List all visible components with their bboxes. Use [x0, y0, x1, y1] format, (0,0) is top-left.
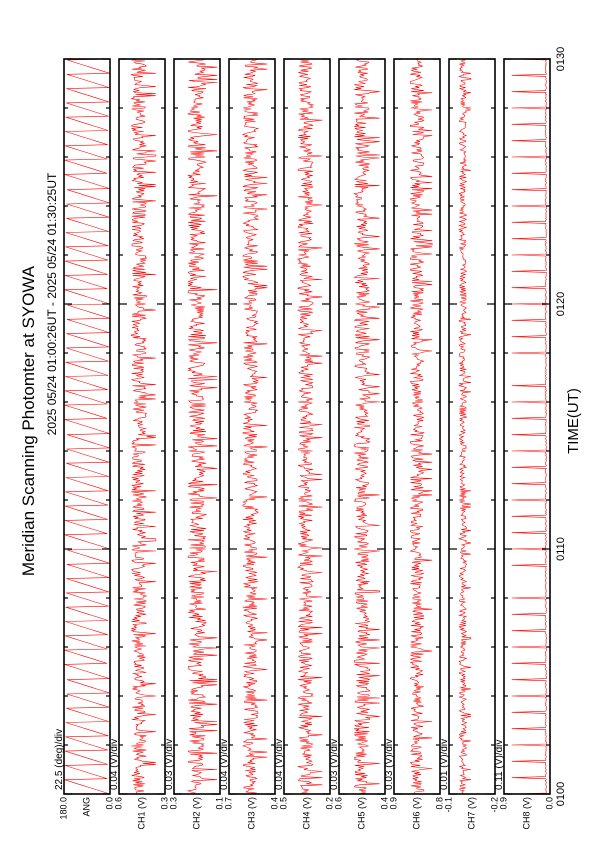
panel-8: -0.2 CH7 (V) -0.1 0.01 (V)/div	[439, 58, 499, 830]
panel-8-scale-label: 0.01 (V)/div	[439, 739, 450, 790]
x-tick-label: 0110	[555, 537, 567, 561]
time-range-label: 2025 05/24 01:00:26UT - 2025 05/24 01:30…	[45, 172, 59, 435]
panel-3-y-label: 0.3	[168, 797, 178, 810]
panel-3: 0.1 CH2 (V) 0.3 0.03 (V)/div	[164, 58, 224, 830]
panel-1-y-label: 0.0	[104, 797, 114, 810]
panel-5: 0.2 CH4 (V) 0.5 0.04 (V)/div	[274, 58, 334, 830]
panel-8-y-label: -0.2	[489, 797, 499, 813]
panel-2-y-label: 0.6	[113, 797, 123, 810]
panel-4: 0.4 CH3 (V) 0.7 0.04 (V)/div	[219, 58, 279, 830]
panel-8-y-label: CH7 (V)	[466, 797, 476, 830]
panel-1: 0.0 ANG 180.0 22.5 (deg)/div	[54, 58, 114, 820]
panel-6-series-line	[353, 58, 380, 795]
panel-3-y-label: 0.1	[214, 797, 224, 810]
panel-2-scale-label: 0.04 (V)/div	[109, 739, 120, 790]
panel-7-y-label: 0.9	[388, 797, 398, 810]
panel-9-frame	[503, 58, 551, 795]
panel-7-series-line	[409, 58, 433, 794]
panel-6: 0.4 CH5 (V) 0.6 0.03 (V)/div	[329, 58, 389, 830]
panel-7-y-label: 0.8	[434, 797, 444, 810]
panel-5-scale-label: 0.04 (V)/div	[274, 739, 285, 790]
panel-5-frame	[283, 58, 331, 795]
panel-6-y-label: 0.6	[333, 797, 343, 810]
panel-6-scale-label: 0.03 (V)/div	[329, 739, 340, 790]
panel-3-y-label: CH2 (V)	[191, 797, 201, 830]
panel-7-frame	[393, 58, 441, 795]
panel-5-y-label: 0.5	[278, 797, 288, 810]
panel-9-y-label: 0.9	[498, 797, 508, 810]
panel-6-frame	[338, 58, 386, 795]
panel-7-scale-label: 0.03 (V)/div	[384, 739, 395, 790]
panel-4-scale-label: 0.04 (V)/div	[219, 739, 230, 790]
panel-4-y-label: CH3 (V)	[246, 797, 256, 830]
panel-1-frame	[63, 58, 111, 795]
panel-7-y-label: CH6 (V)	[411, 797, 421, 830]
panel-3-scale-label: 0.03 (V)/div	[164, 739, 175, 790]
panel-2-series-line	[130, 58, 157, 795]
panel-3-series-line	[186, 58, 218, 795]
panel-6-y-label: 0.4	[379, 797, 389, 810]
panel-4-y-label: 0.4	[269, 797, 279, 810]
panel-6-y-label: CH5 (V)	[356, 797, 366, 830]
chart-title: Meridian Scanning Photomter at SYOWA	[19, 265, 38, 576]
panel-3-frame	[173, 58, 221, 795]
panel-9-y-label: CH8 (V)	[521, 797, 531, 830]
panel-8-frame	[448, 58, 496, 795]
panel-9-series-line	[511, 58, 548, 795]
panel-9-scale-label: 0.11 (V)/div	[494, 740, 505, 790]
panel-1-y-label: 180.0	[58, 797, 68, 820]
panel-5-series-line	[296, 58, 323, 795]
panel-1-series-line	[64, 58, 111, 795]
x-tick-label: 0130	[555, 47, 567, 71]
panel-5-y-label: CH4 (V)	[301, 797, 311, 830]
panel-1-scale-label: 22.5 (deg)/div	[54, 729, 65, 790]
panel-4-y-label: 0.7	[223, 797, 233, 810]
x-axis-label: TIME(UT)	[565, 388, 582, 454]
panel-2-frame	[118, 58, 166, 795]
panel-2-y-label: 0.3	[159, 797, 169, 810]
panel-7: 0.8 CH6 (V) 0.9 0.03 (V)/div	[384, 58, 444, 830]
x-tick-label: 0100	[555, 782, 567, 806]
panel-8-y-label: -0.1	[443, 797, 453, 813]
panel-1-y-label: ANG	[81, 797, 91, 817]
panel-2-y-label: CH1 (V)	[136, 797, 146, 830]
panel-9-y-label: 0.0	[544, 797, 554, 810]
panel-8-series-line	[458, 58, 472, 795]
x-tick-label: 0120	[555, 292, 567, 316]
panel-4-series-line	[241, 58, 268, 795]
panel-9: 0.0 CH8 (V) 0.9 0.11 (V)/div	[494, 58, 554, 830]
panel-2: 0.3 CH1 (V) 0.6 0.04 (V)/div	[109, 58, 169, 830]
panel-4-frame	[228, 58, 276, 795]
panel-5-y-label: 0.2	[324, 797, 334, 810]
